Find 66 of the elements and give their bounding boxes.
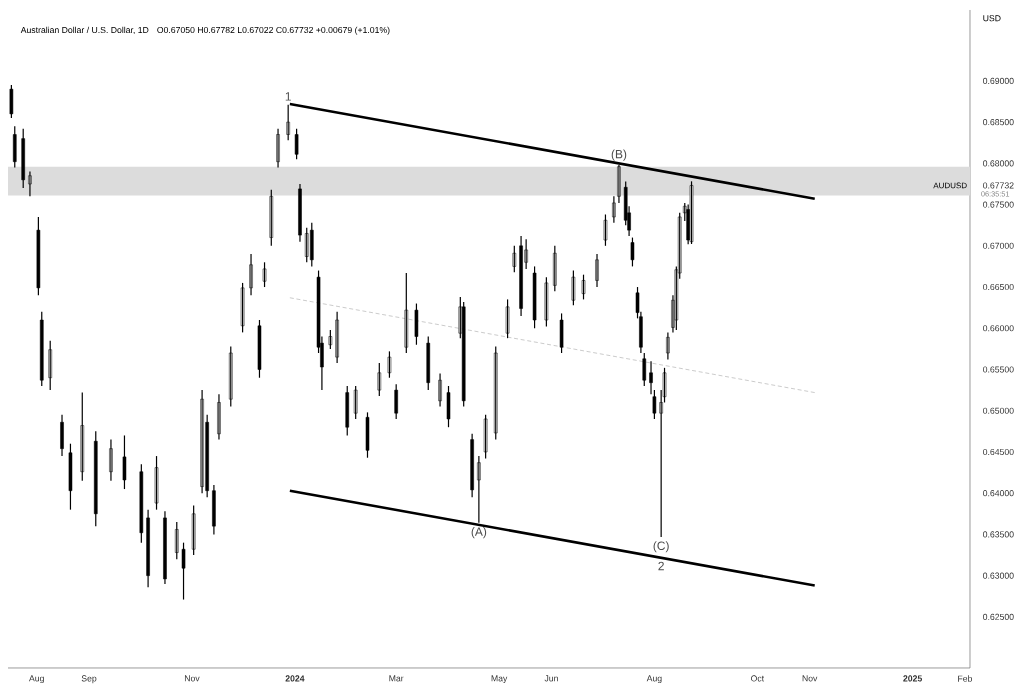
x-tick-label: Feb [958,675,973,682]
candlestick [532,265,537,329]
candlestick [191,504,196,556]
annotation: AUDUSD [933,182,967,189]
x-tick-label: Mar [389,675,404,682]
candlestick [365,411,370,459]
y-tick-label: 0.67500 [983,201,1014,208]
candlestick [446,385,451,428]
y-tick-label: 0.62500 [983,613,1014,620]
annotation: 1 [285,92,291,101]
text: Australian Dollar / U.S. Dollar, 1D [20,26,149,35]
y-tick-label: 0.68500 [983,119,1014,126]
x-tick-label: May [491,675,508,684]
candlestick [581,274,586,301]
candlestick [286,104,290,141]
candlestick [483,414,488,460]
x-tick-label: Nov [184,675,200,682]
candlestick [414,302,419,346]
annotation: (B) [611,149,627,161]
x-tick-label: Aug [646,675,662,684]
y-tick-label: 0.66000 [983,325,1014,332]
candlestick [9,84,14,119]
y-tick-label: 0.65500 [983,366,1014,373]
y-tick-label: 0.65000 [983,407,1014,414]
y-tick-label: 0.67732 [983,182,1014,189]
text: O0.67050 H0.67782 L0.67022 C0.67732 +0.00679 (+1.01%) [157,26,390,35]
candlestick [257,319,262,379]
candlestick [387,350,392,379]
x-tick-label: Jun [544,675,558,682]
y-tick-label: 0.68000 [983,160,1014,167]
y-tick-label: 0.63000 [983,572,1014,579]
candlestick [328,329,333,350]
y-tick-label: 0.66500 [983,283,1014,291]
y-tick-label: 0.69000 [983,77,1014,84]
x-tick-label: 2025 [903,675,923,682]
candlestick [603,213,608,247]
y-axis-title: USD [983,15,1001,22]
y-tick-label: 0.64500 [983,448,1014,456]
candlestick [154,455,159,511]
candlestick [689,180,694,245]
x-tick-label: Oct [751,675,765,682]
candlestick [181,542,186,601]
x-tick-label: Nov [802,675,818,682]
annotation: 2 [658,561,664,571]
y-tick-label: 0.63500 [983,531,1014,538]
candlestick [630,236,635,268]
x-tick-label: Aug [29,675,44,684]
annotation: (A) [471,527,487,539]
candlestick [139,463,144,544]
candlestick [377,362,382,397]
candlestick [505,298,510,339]
candlestick [68,443,73,511]
y-tick-label: 0.67000 [983,242,1014,249]
candlestick [122,434,127,490]
candlestick [571,269,576,306]
candlestick [652,389,657,420]
candlestick [240,282,245,333]
candlestick [544,276,549,328]
candlestick [262,261,267,288]
candlestick [36,216,41,296]
x-tick-label: Sep [81,675,97,684]
candlestick [559,312,564,354]
annotation: (C) [653,541,669,553]
candlestick [294,128,299,160]
x-tick-label: 2024 [285,675,305,682]
y-tick-label: 0.64000 [983,490,1014,497]
